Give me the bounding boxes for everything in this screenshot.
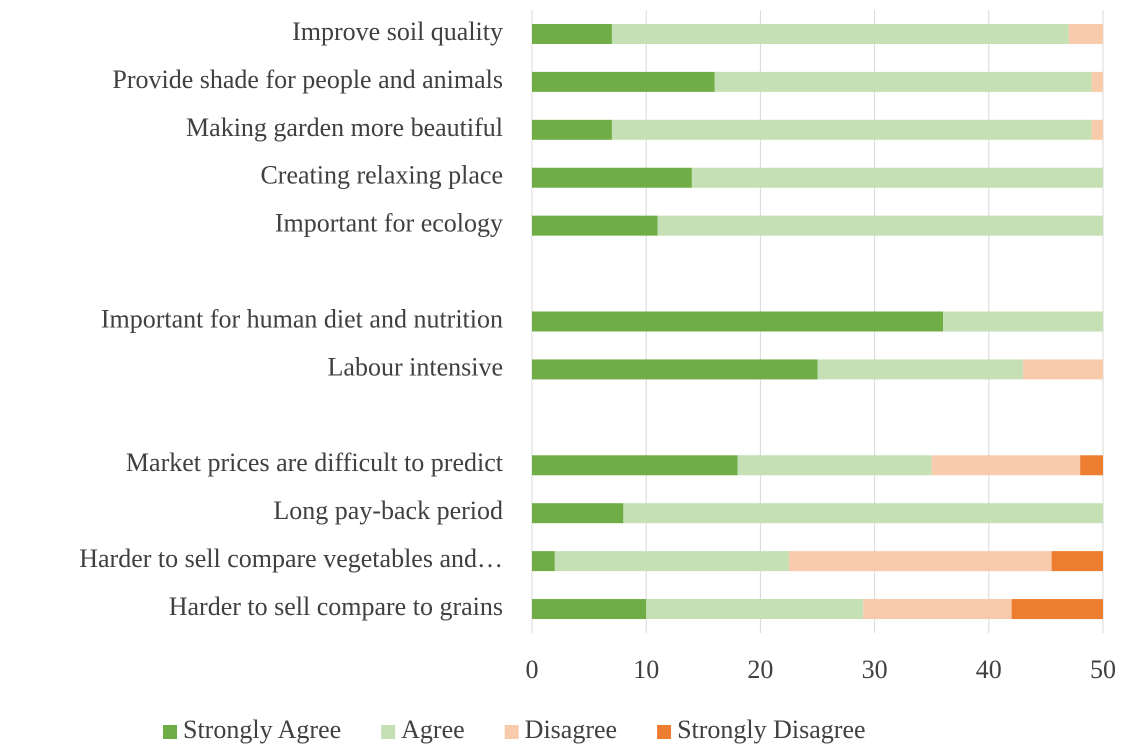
bar-segment xyxy=(931,455,1081,476)
x-tick-label: 10 xyxy=(633,655,659,684)
bar-segment xyxy=(817,359,1024,380)
bar-segment xyxy=(532,215,658,236)
legend-label: Disagree xyxy=(525,715,617,744)
y-tick-label: Labour intensive xyxy=(328,352,503,381)
bar-segment xyxy=(532,167,692,188)
bar-segment xyxy=(1091,119,1103,140)
y-tick-label: Improve soil quality xyxy=(292,17,503,46)
bar-segment xyxy=(1023,359,1103,380)
y-tick-label: Harder to sell compare vegetables and… xyxy=(79,544,503,573)
bar-segment xyxy=(1080,455,1103,476)
y-tick-label: Long pay-back period xyxy=(273,496,503,525)
bar-segment xyxy=(657,215,1103,236)
bar-segment xyxy=(1011,599,1103,620)
bar-segment xyxy=(646,599,864,620)
bar-segment xyxy=(532,311,944,332)
bar-segment xyxy=(532,551,555,572)
bar-segment xyxy=(532,599,647,620)
bar-segment xyxy=(532,119,612,140)
legend-swatch xyxy=(163,725,177,739)
bar-segment xyxy=(623,503,1103,524)
x-tick-label: 50 xyxy=(1090,655,1116,684)
bar-segment xyxy=(788,551,1052,572)
legend-swatch xyxy=(504,725,519,739)
legend-swatch xyxy=(381,725,396,739)
y-tick-label: Creating relaxing place xyxy=(260,161,503,190)
bar-segment xyxy=(611,119,1092,140)
y-tick-label: Market prices are difficult to predict xyxy=(126,448,504,477)
bar-segment xyxy=(1051,551,1103,572)
y-tick-label: Harder to sell compare to grains xyxy=(169,592,503,621)
x-tick-label: 20 xyxy=(747,655,773,684)
legend-label: Agree xyxy=(401,715,465,744)
y-tick-label: Important for ecology xyxy=(275,209,503,238)
bar-segment xyxy=(691,167,1103,188)
y-tick-label: Provide shade for people and animals xyxy=(112,65,503,94)
bar-segment xyxy=(532,455,738,476)
bar-segment xyxy=(532,359,818,380)
y-tick-label: Making garden more beautiful xyxy=(186,113,503,142)
legend-swatch xyxy=(657,725,672,739)
bar-segment xyxy=(1091,71,1103,92)
legend-label: Strongly Disagree xyxy=(677,715,865,744)
x-tick-label: 30 xyxy=(862,655,888,684)
bar-segment xyxy=(863,599,1012,620)
bar-segment xyxy=(1068,23,1103,44)
bar-segment xyxy=(532,503,624,524)
bar-segment xyxy=(554,551,789,572)
bar-segment xyxy=(714,71,1092,92)
x-tick-label: 0 xyxy=(526,655,539,684)
x-tick-label: 40 xyxy=(976,655,1002,684)
bar-segment xyxy=(532,71,715,92)
bar-segment xyxy=(532,23,612,44)
bar-segment xyxy=(737,455,932,476)
y-tick-label: Important for human diet and nutrition xyxy=(101,304,503,333)
legend-label: Strongly Agree xyxy=(183,715,341,744)
bar-segment xyxy=(943,311,1103,332)
bar-segment xyxy=(611,23,1069,44)
